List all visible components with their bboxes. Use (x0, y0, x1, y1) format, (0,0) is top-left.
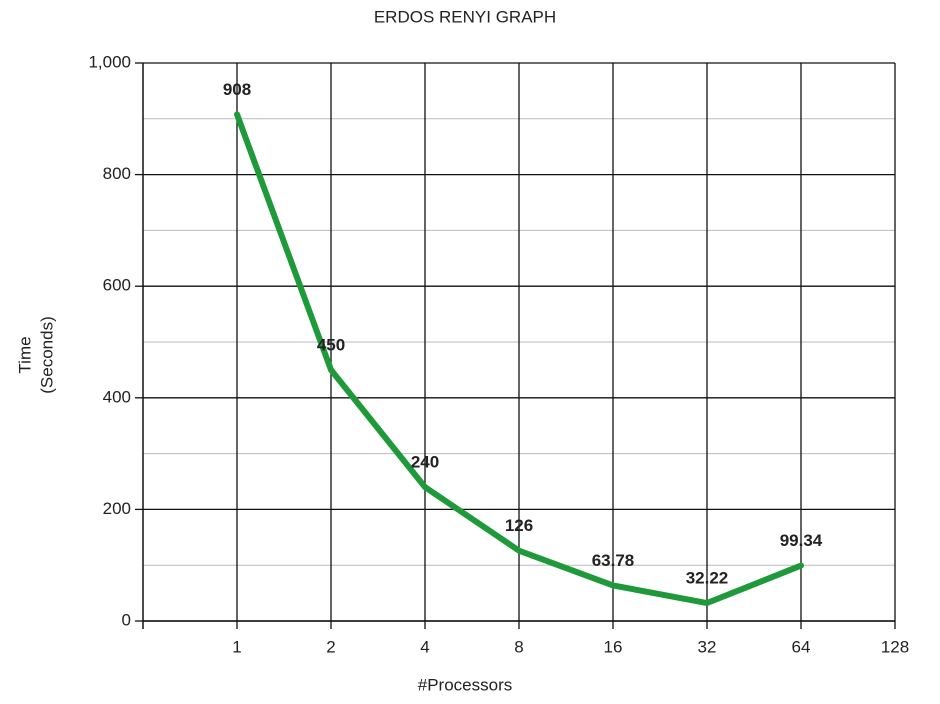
x-axis-label: #Processors (418, 675, 512, 694)
data-label: 450 (317, 335, 345, 354)
y-tick-label: 400 (103, 387, 131, 406)
y-tick-label: 0 (122, 610, 131, 629)
x-tick-label: 2 (326, 637, 335, 656)
x-tick-label: 16 (604, 637, 623, 656)
x-tick-label: 1 (232, 637, 241, 656)
data-label: 126 (505, 516, 533, 535)
data-label: 908 (223, 80, 251, 99)
y-tick-label: 600 (103, 276, 131, 295)
x-tick-label: 4 (420, 637, 429, 656)
y-axis-label: Time (Seconds) (15, 316, 56, 393)
data-label: 32.22 (686, 569, 729, 588)
x-tick-label: 8 (514, 637, 523, 656)
x-tick-label: 128 (881, 637, 909, 656)
y-axis-label-line: (Seconds) (37, 316, 56, 393)
x-tick-label: 32 (698, 637, 717, 656)
chart-title: ERDOS RENYI GRAPH (374, 7, 556, 26)
y-tick-label: 800 (103, 164, 131, 183)
data-line (234, 111, 804, 607)
data-label: 240 (411, 453, 439, 472)
y-tick-label: 1,000 (88, 52, 131, 71)
data-label: 99.34 (780, 531, 823, 550)
x-tick-label: 64 (792, 637, 811, 656)
y-axis-label-line: Time (15, 336, 34, 373)
data-label: 63.78 (592, 551, 635, 570)
y-tick-label: 200 (103, 499, 131, 518)
